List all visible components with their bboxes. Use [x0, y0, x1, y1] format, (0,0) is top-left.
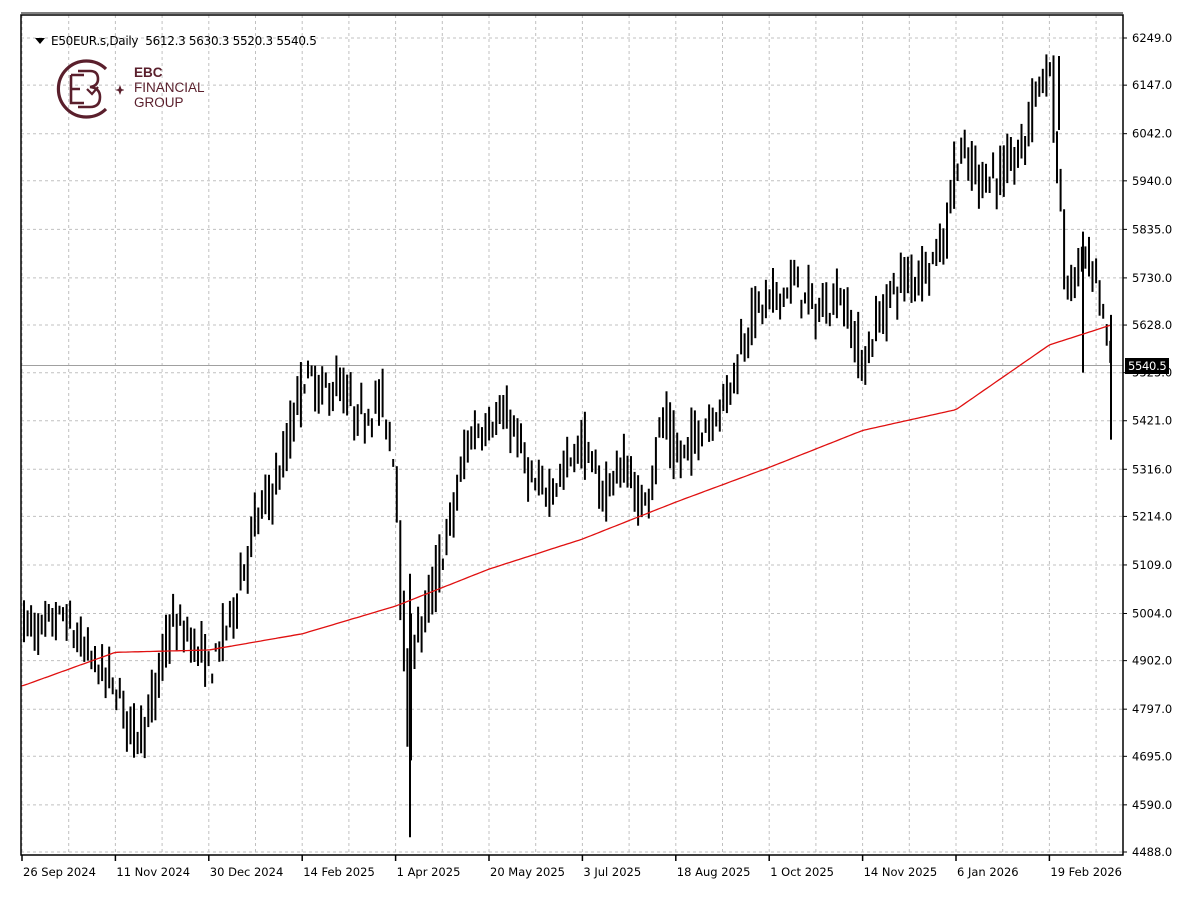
- last-price-label: 5540.5: [1125, 358, 1170, 374]
- price-tick-label: 5214.0: [1132, 509, 1172, 523]
- price-tick-label: 5730.0: [1132, 271, 1172, 285]
- logo-text: EBC FINANCIAL GROUP: [134, 65, 205, 110]
- date-tick-label: 1 Apr 2025: [397, 865, 461, 879]
- date-tick-label: 20 May 2025: [490, 865, 565, 879]
- chart-grid: [21, 15, 1123, 855]
- date-tick-label: 1 Oct 2025: [770, 865, 834, 879]
- date-tick-label: 3 Jul 2025: [583, 865, 641, 879]
- price-tick-label: 5940.0: [1132, 174, 1172, 188]
- price-tick-label: 4695.0: [1132, 749, 1172, 763]
- price-tick-label: 5421.0: [1132, 414, 1172, 428]
- price-tick-label: 5004.0: [1132, 606, 1172, 620]
- price-tick-label: 5316.0: [1132, 462, 1172, 476]
- date-tick-label: 11 Nov 2024: [116, 865, 190, 879]
- price-axis[interactable]: 6249.0 6147.0 6042.0 5940.0 5835.0 5730.0 5628…: [1123, 31, 1172, 859]
- date-tick-label: 26 Sep 2024: [23, 865, 96, 879]
- logo-line-ebc: EBC: [134, 65, 163, 80]
- date-tick-label: 14 Feb 2025: [303, 865, 375, 879]
- ohlc-bars: [23, 54, 1112, 838]
- ohlc-values: 5612.3 5630.3 5520.3 5540.5: [145, 34, 317, 48]
- date-tick-label: 30 Dec 2024: [210, 865, 283, 879]
- price-tick-label: 6147.0: [1132, 78, 1172, 92]
- price-tick-label: 4797.0: [1132, 702, 1172, 716]
- date-tick-label: 19 Feb 2026: [1050, 865, 1122, 879]
- logo-line-financial: FINANCIAL: [134, 80, 205, 95]
- moving-average-line: [20, 324, 1111, 687]
- date-tick-label: 14 Nov 2025: [864, 865, 938, 879]
- price-tick-label: 5109.0: [1132, 558, 1172, 572]
- price-tick-label: 4902.0: [1132, 654, 1172, 668]
- price-tick-label: 6042.0: [1132, 127, 1172, 141]
- price-tick-label: 5835.0: [1132, 222, 1172, 236]
- date-tick-label: 18 Aug 2025: [677, 865, 751, 879]
- logo-line-group: GROUP: [134, 95, 184, 110]
- symbol-header: E50EUR.s,Daily 5612.3 5630.3 5520.3 5540…: [28, 20, 317, 48]
- time-axis[interactable]: 26 Sep 2024 11 Nov 2024 30 Dec 2024 14 Feb …: [21, 855, 1122, 879]
- ebc-logo-icon: [56, 59, 125, 119]
- symbol-name: E50EUR.s,Daily: [51, 34, 139, 48]
- price-tick-label: 6249.0: [1132, 31, 1172, 45]
- price-tick-label: 5628.0: [1132, 318, 1172, 332]
- dropdown-triangle-icon[interactable]: [35, 37, 46, 44]
- price-tick-label: 4590.0: [1132, 798, 1172, 812]
- ebc-logo: EBC FINANCIAL GROUP: [54, 57, 224, 121]
- chart-frame: [20, 12, 1124, 856]
- price-tick-label: 4488.0: [1132, 845, 1172, 859]
- date-tick-label: 6 Jan 2026: [957, 865, 1019, 879]
